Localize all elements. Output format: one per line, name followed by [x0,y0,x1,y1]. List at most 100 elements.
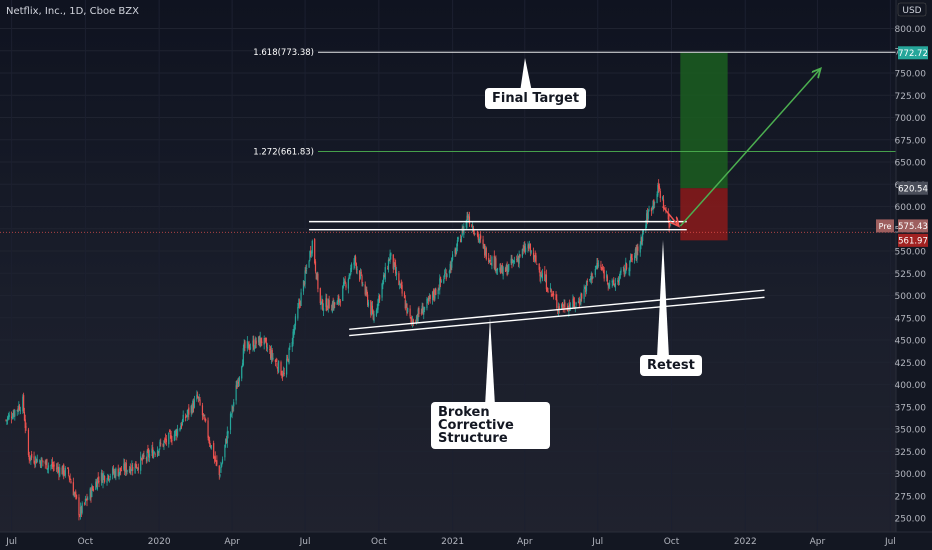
candle-body [611,280,613,283]
support-line [349,296,765,337]
candle-body [394,262,396,266]
candle-body [383,274,385,280]
candle-body [590,273,592,280]
candle-body [468,216,471,224]
fib-level-label: 1.618(773.38) [253,48,314,58]
candle-body [108,475,110,480]
candle-body [154,453,156,455]
candle-body [55,468,58,470]
candle-body [529,243,531,253]
retest-callout: Retest [640,355,702,376]
candle-body [280,362,282,376]
candle-body [653,200,655,205]
candle-body [117,468,119,477]
candle-body [440,280,442,282]
candle-body [190,405,192,413]
candle-body [404,299,406,309]
candle-body [544,271,546,281]
candle-body [106,480,108,483]
candle-body [164,438,167,441]
candle-body [508,263,510,271]
candle-body [96,481,98,488]
candle-body [205,418,207,421]
candle-body [173,434,175,441]
candle-body [338,296,340,303]
candle-body [31,454,33,458]
candle-body [272,357,274,360]
candle-body [230,414,232,416]
candle-body [377,299,379,310]
candle-body [344,280,346,283]
candle-body [306,268,308,269]
candle-body [310,250,312,256]
candle-body [140,458,143,460]
candle-body [662,197,664,200]
candle-body [505,265,507,271]
candle-body [278,360,280,373]
candle-body [22,396,24,412]
candle-body [249,347,252,349]
candle-body [490,263,492,265]
candle-body [348,275,350,279]
candle-body [635,247,637,259]
candle-body [367,294,369,305]
candle-body [575,302,577,305]
candle-body [530,250,532,253]
candle-body [326,298,328,311]
candle-body [209,440,211,445]
candle-body [286,358,288,375]
candle-body [448,270,451,273]
candle-body [485,248,487,260]
candle-body [439,277,442,283]
candle-body [372,312,374,320]
candle-body [8,414,10,418]
candle-body [331,303,333,312]
candle-body [561,304,563,308]
candle-body [452,254,454,261]
candle-body [418,308,420,314]
candle-body [646,211,649,221]
candle-body [220,466,222,473]
position-zones [680,52,728,241]
candle-body [479,236,481,240]
price-axis-bg [896,0,932,550]
candle-body [631,258,633,260]
candle-body [371,305,374,313]
candle-body [201,405,204,416]
candle-body [132,467,134,471]
candle-body [204,416,206,421]
candle-body [7,415,10,420]
price-axis: 250.00 275.00 300.00 325.00 350.00 375.00 400.… [876,0,932,550]
candle-body [91,487,94,490]
candle-body [53,464,55,467]
candle-body [27,429,30,456]
candle-body [170,435,172,442]
candle-body [552,292,554,295]
candle-body [361,275,363,284]
candle-body [181,420,183,426]
symbol-title: Netflix, Inc., 1D, Cboe BZX [6,6,139,17]
arrows [662,69,821,227]
candle-body [636,247,638,260]
candle-body [468,218,470,220]
time-tick-label: Apr [224,537,240,547]
candle-body [393,262,395,270]
grid-lines [0,0,896,532]
candle-body [491,256,493,266]
candle-body [293,328,295,333]
candle-body [16,410,18,411]
candle-body [516,257,519,262]
candle-body [143,455,145,458]
candle-body [600,264,602,268]
candle-body [420,312,422,314]
candle-body [51,461,54,467]
candle-body [586,280,588,283]
candle-body [298,303,300,307]
candle-body [375,310,378,316]
candle-body [443,279,445,283]
candle-body [74,493,76,494]
candle-body [103,474,105,477]
candle-body [574,306,576,308]
